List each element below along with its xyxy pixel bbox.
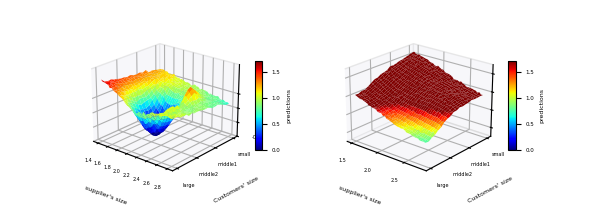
Y-axis label: predictions: predictions (539, 88, 545, 123)
X-axis label: supplier's size: supplier's size (338, 185, 381, 205)
Y-axis label: predictions: predictions (286, 88, 291, 123)
Y-axis label: Customers' size: Customers' size (214, 176, 260, 204)
Y-axis label: Customers' size: Customers' size (467, 176, 514, 204)
X-axis label: supplier's size: supplier's size (84, 185, 127, 205)
